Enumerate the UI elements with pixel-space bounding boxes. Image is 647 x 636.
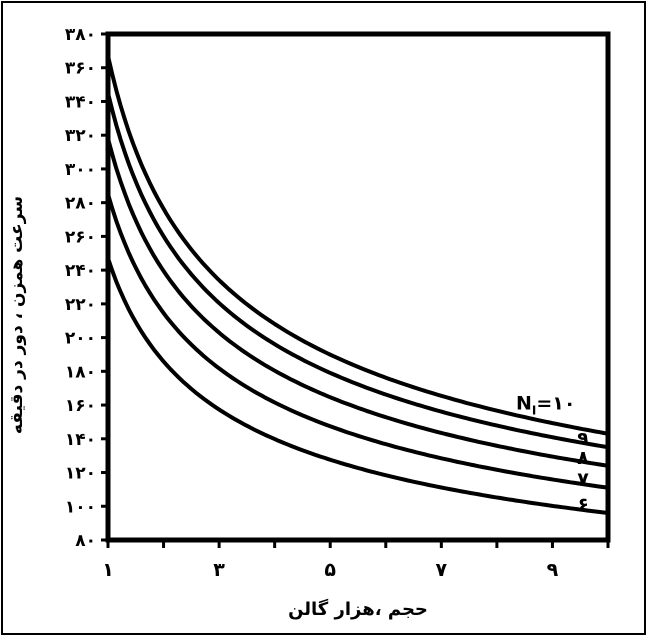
y-tick-label: ۲۶۰ (65, 227, 96, 247)
y-axis-ticks: ۸۰ ۱۰۰ ۱۲۰ ۱۴۰ ۱۶۰ ۱۸۰ ۲۰۰ ۲۲۰ ۲۴۰ ۲۶۰ ۲۸۰ ۳۰۰ ۳۲۰ ۳۴… (65, 25, 108, 551)
series-label-1: ۹ (577, 428, 589, 450)
y-tick-label: ۱۶۰ (65, 396, 96, 416)
y-tick-label: ۸۰ (75, 531, 96, 551)
y-tick-label: ۳۸۰ (65, 25, 96, 45)
y-tick-label: ۱۲۰ (65, 464, 96, 484)
x-tick-label: ۵ (324, 559, 336, 581)
y-tick-label: ۳۰۰ (65, 160, 96, 180)
plot-frame (105, 31, 611, 543)
x-tick-label: ۱ (102, 559, 114, 581)
y-tick-label: ۲۲۰ (65, 295, 96, 315)
y-tick-label: ۳۶۰ (65, 59, 96, 79)
y-tick-label: ۱۸۰ (65, 362, 96, 382)
series-line-0 (106, 55, 609, 436)
series-label-2: ۸ (577, 447, 589, 469)
x-axis-label: حجم ،هزار گالن (288, 598, 428, 620)
series-line-2 (106, 138, 609, 468)
y-tick-label: ۲۸۰ (65, 194, 96, 214)
y-tick-label: ۱۴۰ (65, 430, 96, 450)
series-label-4: ۶ (577, 494, 589, 516)
y-tick-label: ۲۴۰ (65, 261, 96, 281)
plot-area-border (105, 31, 611, 543)
y-tick-label: ۱۰۰ (65, 497, 96, 517)
series-label-0: NI=۱۰ (516, 393, 576, 418)
x-tick-label: ۷ (436, 559, 448, 581)
series-label-3: ۷ (577, 469, 589, 491)
y-tick-label: ۲۰۰ (65, 329, 96, 349)
x-tick-label: ۹ (547, 559, 559, 581)
y-tick-label: ۳۴۰ (65, 92, 96, 112)
y-tick-label: ۳۲۰ (65, 126, 96, 146)
x-tick-label: ۳ (213, 559, 225, 581)
series-line-4 (106, 257, 609, 515)
series-line-1 (106, 92, 609, 450)
series-lines (106, 55, 609, 515)
series-line-3 (106, 193, 609, 490)
y-axis-label: سرعت همزن ، دور در دقیقه (7, 196, 27, 434)
x-axis-ticks: ۱ ۳ ۵ ۷ ۹ (102, 540, 610, 581)
